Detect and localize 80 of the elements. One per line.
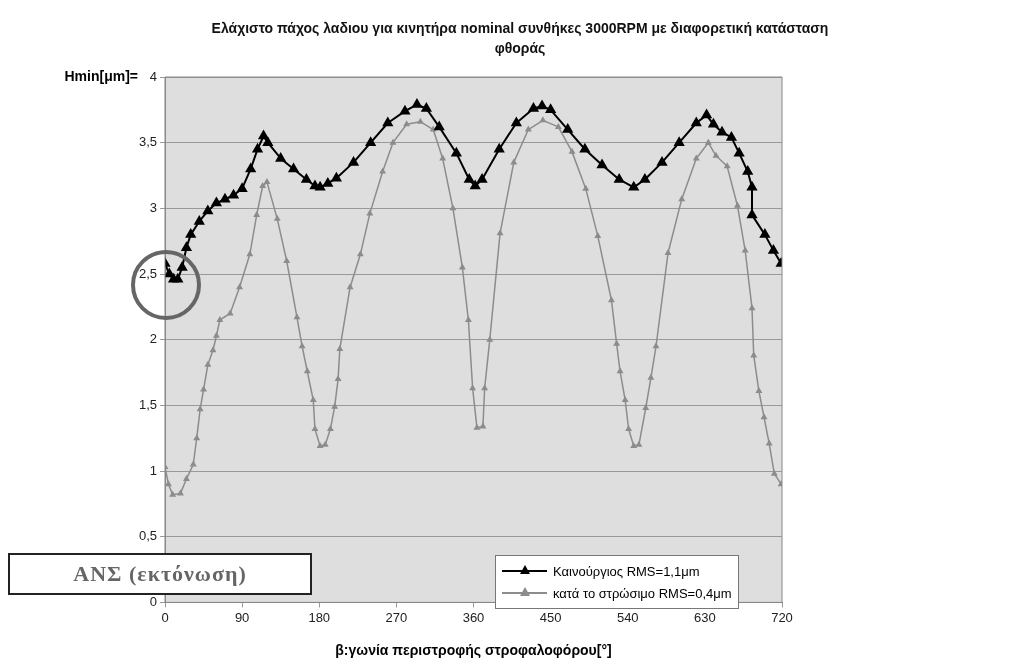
- point: [545, 104, 556, 114]
- point: [262, 137, 273, 146]
- point: [331, 172, 342, 182]
- x-tick-label: 450: [539, 609, 562, 625]
- point: [726, 131, 737, 141]
- x-tick-label: 540: [616, 609, 639, 625]
- chart-title: Ελάχιστο πάχος λαδιου για κινητήρα nominal συνθήκες 3000RPM με διαφορετική κατάσταση φθοράς: [210, 19, 830, 58]
- point: [628, 181, 639, 191]
- point: [708, 118, 719, 128]
- point: [220, 193, 230, 203]
- legend-label: Καινούργιος RMS=1,1μm: [553, 563, 700, 579]
- point: [528, 103, 539, 112]
- point: [288, 163, 299, 173]
- y-axis-title: Hmin[μm]=: [63, 68, 138, 84]
- y-tick-label: 2: [149, 331, 157, 347]
- point: [237, 183, 248, 192]
- point: [470, 180, 481, 190]
- point: [580, 143, 590, 153]
- point: [177, 261, 188, 271]
- point: [348, 156, 359, 166]
- point: [252, 143, 263, 153]
- y-tick-label: 3,5: [138, 134, 157, 150]
- point: [172, 273, 183, 283]
- legend-label: κατά το στρώσιμο RMS=0,4μm: [553, 585, 732, 601]
- point: [639, 173, 650, 183]
- x-tick-label: 0: [161, 609, 169, 625]
- point: [597, 159, 607, 169]
- x-tick-label: 720: [771, 609, 793, 625]
- point: [614, 173, 625, 183]
- annotation: ΑΝΣ (εκτόνωση): [73, 561, 247, 587]
- x-axis-title: β:γωνία περιστροφής στροφαλοφόρου[°]: [334, 642, 613, 658]
- point: [464, 173, 475, 183]
- point: [434, 121, 445, 131]
- point: [245, 163, 256, 173]
- point: [228, 189, 239, 199]
- point: [494, 143, 505, 153]
- point: [742, 166, 753, 175]
- point: [747, 181, 757, 191]
- point: [365, 137, 376, 146]
- point: [562, 124, 573, 133]
- point: [275, 152, 286, 162]
- point: [322, 177, 333, 187]
- point: [691, 117, 702, 127]
- y-tick-label: 2,5: [138, 265, 157, 281]
- text-box: ΑΝΣ (εκτόνωση): [8, 553, 312, 595]
- point: [421, 103, 432, 112]
- point: [412, 99, 422, 108]
- y-tick-label: 3: [149, 199, 157, 215]
- point: [258, 130, 269, 140]
- point: [717, 126, 727, 136]
- y-tick-label: 1,5: [138, 396, 157, 412]
- point: [181, 242, 192, 252]
- point: [768, 244, 779, 254]
- point: [185, 229, 196, 238]
- point: [674, 137, 685, 146]
- x-tick-label: 180: [308, 609, 331, 625]
- point: [537, 100, 547, 110]
- x-tick-label: 630: [694, 609, 716, 625]
- y-tick-label: 0: [149, 593, 157, 609]
- point: [477, 173, 487, 183]
- point: [701, 109, 712, 119]
- x-tick-label: 360: [462, 609, 485, 625]
- y-tick-label: 4: [149, 68, 157, 84]
- point: [451, 147, 462, 157]
- y-tick-label: 0,5: [138, 528, 157, 544]
- point: [211, 197, 222, 207]
- point: [301, 173, 312, 183]
- point: [747, 209, 757, 219]
- x-tick-label: 90: [234, 609, 250, 625]
- point: [202, 205, 213, 215]
- point: [511, 117, 522, 127]
- x-tick-label: 270: [385, 609, 408, 625]
- point: [382, 117, 393, 127]
- point: [734, 147, 745, 157]
- y-tick-label: 1: [149, 462, 157, 478]
- point: [759, 229, 770, 238]
- point: [400, 105, 410, 115]
- point: [315, 181, 325, 191]
- point: [194, 215, 205, 225]
- point: [657, 156, 667, 166]
